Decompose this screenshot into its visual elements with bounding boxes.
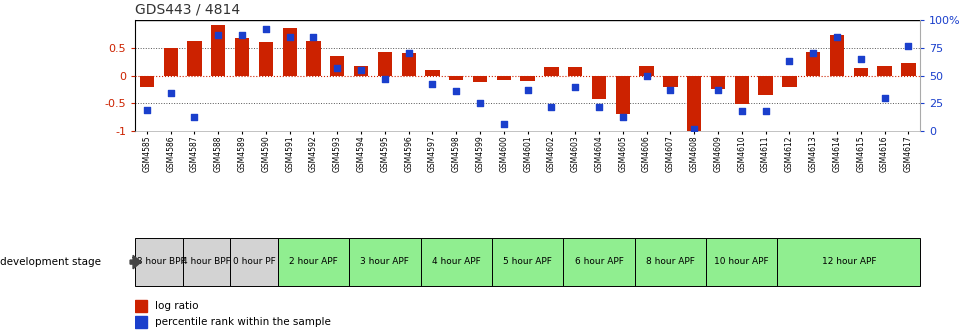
Text: 2 hour APF: 2 hour APF — [289, 256, 337, 265]
FancyBboxPatch shape — [349, 238, 421, 286]
Bar — [354, 66, 368, 76]
FancyBboxPatch shape — [183, 238, 230, 286]
FancyBboxPatch shape — [705, 238, 777, 286]
Point — [258, 26, 274, 32]
Text: 0 hour PF: 0 hour PF — [233, 256, 275, 265]
Bar — [378, 52, 391, 76]
Bar — [615, 76, 629, 115]
Bar — [829, 35, 843, 76]
Text: 5 hour APF: 5 hour APF — [503, 256, 552, 265]
Text: GDS443 / 4814: GDS443 / 4814 — [135, 3, 240, 17]
Point — [210, 32, 226, 37]
FancyBboxPatch shape — [562, 238, 634, 286]
FancyBboxPatch shape — [777, 238, 919, 286]
Point — [400, 51, 416, 56]
Point — [377, 76, 392, 82]
Text: 18 hour BPF: 18 hour BPF — [131, 256, 186, 265]
Point — [780, 58, 796, 64]
Bar — [283, 28, 296, 76]
Point — [234, 32, 249, 37]
Point — [543, 104, 558, 109]
Point — [448, 88, 464, 94]
Text: development stage: development stage — [0, 257, 101, 267]
Bar — [140, 76, 154, 87]
Point — [662, 87, 678, 93]
Text: 4 hour BPF: 4 hour BPF — [182, 256, 231, 265]
Point — [567, 84, 583, 89]
Point — [876, 95, 892, 100]
Point — [734, 109, 749, 114]
Bar — [424, 70, 439, 76]
Bar — [211, 25, 225, 76]
Point — [139, 107, 155, 113]
Bar — [805, 52, 820, 76]
Bar — [876, 66, 891, 76]
FancyBboxPatch shape — [230, 238, 278, 286]
Point — [471, 101, 487, 106]
Bar — [235, 38, 249, 76]
Point — [329, 65, 344, 71]
Point — [353, 68, 369, 73]
Bar — [544, 67, 558, 76]
Bar — [163, 48, 178, 76]
Point — [162, 91, 178, 96]
Text: log ratio: log ratio — [155, 301, 198, 311]
Point — [709, 87, 725, 93]
Bar — [135, 316, 147, 328]
Point — [900, 43, 915, 48]
Text: 8 hour APF: 8 hour APF — [645, 256, 694, 265]
Point — [591, 104, 606, 109]
Text: percentile rank within the sample: percentile rank within the sample — [155, 317, 331, 327]
Bar — [781, 76, 796, 87]
Bar — [662, 76, 677, 87]
Bar — [567, 67, 582, 76]
Point — [805, 51, 821, 56]
Text: 10 hour APF: 10 hour APF — [714, 256, 769, 265]
FancyBboxPatch shape — [491, 238, 562, 286]
Point — [757, 109, 773, 114]
Text: 4 hour APF: 4 hour APF — [431, 256, 480, 265]
FancyBboxPatch shape — [278, 238, 349, 286]
Bar — [520, 76, 534, 81]
Bar — [330, 56, 344, 76]
Point — [305, 34, 321, 40]
Point — [282, 34, 297, 40]
Bar — [734, 76, 748, 104]
Bar — [401, 53, 416, 76]
Bar — [449, 76, 463, 80]
Bar — [758, 76, 772, 95]
Bar — [258, 42, 273, 76]
Bar — [853, 69, 867, 76]
Bar — [592, 76, 605, 99]
Point — [187, 114, 202, 119]
Point — [614, 114, 630, 119]
Point — [828, 34, 844, 40]
FancyBboxPatch shape — [634, 238, 705, 286]
Bar — [306, 41, 320, 76]
Point — [519, 87, 535, 93]
Text: 3 hour APF: 3 hour APF — [360, 256, 409, 265]
Point — [852, 56, 867, 62]
Bar — [187, 41, 201, 76]
Bar — [496, 76, 511, 80]
Text: 12 hour APF: 12 hour APF — [821, 256, 875, 265]
Point — [496, 122, 511, 127]
Bar — [135, 300, 147, 312]
FancyBboxPatch shape — [135, 238, 183, 286]
Bar — [639, 66, 653, 76]
Bar — [901, 64, 914, 76]
FancyBboxPatch shape — [421, 238, 491, 286]
Bar — [687, 76, 700, 131]
Point — [424, 82, 440, 87]
Bar — [472, 76, 487, 82]
Text: 6 hour APF: 6 hour APF — [574, 256, 623, 265]
Point — [686, 126, 701, 131]
Point — [638, 73, 653, 78]
Bar — [710, 76, 725, 89]
